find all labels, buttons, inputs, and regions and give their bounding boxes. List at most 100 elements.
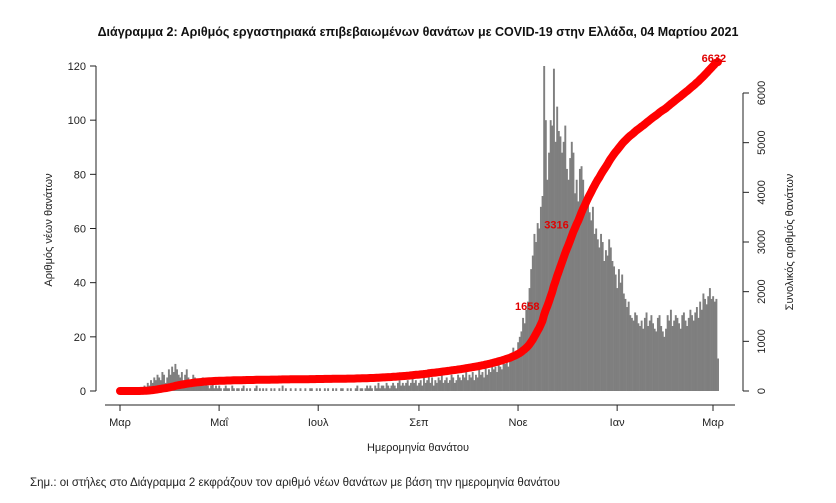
bar: [574, 193, 577, 391]
bar: [382, 385, 385, 391]
bar: [150, 380, 152, 391]
bar: [440, 374, 443, 391]
bar: [515, 350, 518, 392]
bar: [380, 385, 383, 391]
x-tick-label: Μαρ: [109, 417, 131, 429]
bar: [666, 315, 669, 391]
bar: [486, 374, 489, 391]
left-tick-label: 120: [68, 61, 86, 73]
bar: [424, 382, 427, 392]
bar: [502, 361, 505, 391]
bar: [565, 168, 568, 391]
bar: [284, 388, 287, 391]
bar: [650, 315, 653, 391]
bar: [692, 320, 695, 391]
bar: [601, 242, 604, 391]
bar: [656, 317, 659, 392]
bar: [319, 388, 321, 391]
bar: [163, 374, 165, 391]
bar: [471, 372, 474, 391]
bar: [439, 380, 442, 391]
bar: [437, 377, 440, 391]
bar: [616, 288, 619, 391]
bar: [682, 312, 685, 391]
bar: [715, 298, 718, 391]
bar: [211, 382, 214, 392]
bar: [421, 385, 424, 391]
chart-title: Διάγραμμα 2: Αριθμός εργαστηριακά επιβεβ…: [98, 25, 739, 39]
bar: [665, 328, 667, 391]
bar: [658, 315, 661, 391]
bar: [242, 385, 245, 391]
right-tick-label: 3000: [756, 230, 768, 254]
bar: [458, 377, 461, 391]
bar: [156, 374, 159, 391]
bar: [671, 326, 674, 391]
bar: [629, 315, 632, 391]
bar: [645, 312, 648, 391]
bar: [273, 388, 276, 391]
bar: [632, 320, 635, 391]
bar: [332, 388, 334, 391]
bar: [403, 385, 406, 391]
bar: [535, 242, 538, 391]
bar: [453, 382, 456, 392]
bar: [483, 377, 486, 391]
bar: [679, 328, 682, 391]
bar: [371, 388, 373, 391]
bar: [626, 307, 628, 391]
bar: [232, 388, 235, 391]
bar: [169, 374, 172, 391]
bar: [423, 377, 425, 391]
bar: [455, 380, 458, 391]
bar: [346, 388, 349, 391]
x-tick-label: Μαΐ: [210, 417, 229, 429]
bar: [591, 206, 594, 391]
bar: [478, 369, 481, 391]
bar: [674, 315, 677, 391]
x-tick-label: Νοε: [509, 417, 528, 429]
bar: [431, 377, 434, 391]
bar: [494, 366, 497, 392]
bar: [213, 388, 216, 391]
bar: [200, 382, 203, 392]
bar: [593, 233, 596, 391]
bar: [226, 388, 229, 391]
bar: [523, 323, 526, 391]
bar: [569, 158, 572, 391]
x-tick-label: Μαρ: [702, 417, 724, 429]
bar: [408, 385, 411, 391]
bar: [427, 369, 430, 391]
bar: [335, 388, 338, 391]
bar: [634, 312, 637, 391]
bar: [255, 385, 258, 391]
left-tick-label: 100: [68, 115, 86, 127]
left-tick-label: 20: [74, 332, 86, 344]
bar: [600, 233, 603, 391]
bar: [436, 382, 438, 392]
bar: [395, 388, 398, 391]
bar: [481, 372, 484, 391]
bar: [548, 152, 551, 391]
bar: [619, 282, 622, 391]
bar: [622, 293, 625, 391]
bar: [554, 141, 557, 391]
bar: [447, 382, 450, 392]
bar: [648, 320, 651, 391]
bar: [434, 380, 437, 391]
left-tick: 120: [68, 61, 96, 73]
bar: [575, 179, 578, 391]
bar: [617, 269, 620, 392]
right-tick-label: 6000: [756, 81, 768, 105]
bar: [681, 315, 684, 391]
right-tick-label: 1000: [756, 329, 768, 353]
bar: [470, 377, 473, 391]
bar: [609, 247, 612, 391]
bar: [661, 331, 664, 391]
bar: [215, 385, 217, 391]
bar: [327, 388, 330, 391]
bar: [660, 326, 663, 391]
bar: [206, 385, 209, 391]
bar: [577, 201, 580, 391]
